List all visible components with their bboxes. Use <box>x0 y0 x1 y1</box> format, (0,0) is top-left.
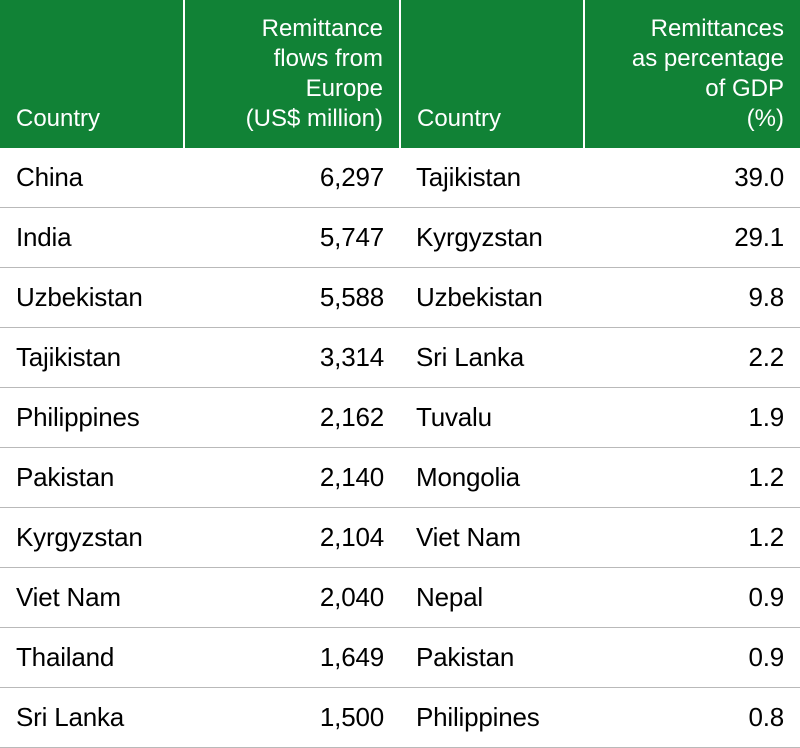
cell-value-b: 29.1 <box>584 208 800 268</box>
table-row: Pakistan 2,140 Mongolia 1.2 <box>0 448 800 508</box>
cell-country-a: Philippines <box>0 388 184 448</box>
cell-country-b: Nepal <box>400 568 584 628</box>
cell-value-b: 1.9 <box>584 388 800 448</box>
cell-value-a: 6,297 <box>184 148 400 208</box>
table-row: India 5,747 Kyrgyzstan 29.1 <box>0 208 800 268</box>
cell-country-b: Uzbekistan <box>400 268 584 328</box>
table-row: Thailand 1,649 Pakistan 0.9 <box>0 628 800 688</box>
cell-country-b: Kyrgyzstan <box>400 208 584 268</box>
header-label: Country <box>417 105 501 132</box>
table-row: Tajikistan 3,314 Sri Lanka 2.2 <box>0 328 800 388</box>
header-line: Europe <box>306 75 383 102</box>
table-row: Philippines 2,162 Tuvalu 1.9 <box>0 388 800 448</box>
cell-value-a: 2,040 <box>184 568 400 628</box>
cell-country-b: Sri Lanka <box>400 328 584 388</box>
cell-country-b: Philippines <box>400 688 584 748</box>
cell-country-a: Viet Nam <box>0 568 184 628</box>
cell-country-b: Tuvalu <box>400 388 584 448</box>
table-row: Viet Nam 2,040 Nepal 0.9 <box>0 568 800 628</box>
cell-country-a: China <box>0 148 184 208</box>
table-body: China 6,297 Tajikistan 39.0 India 5,747 … <box>0 148 800 748</box>
cell-country-b: Pakistan <box>400 628 584 688</box>
cell-country-a: Tajikistan <box>0 328 184 388</box>
cell-country-a: Thailand <box>0 628 184 688</box>
header-line: as percentage <box>632 45 784 72</box>
header-remittance-flows: Remittance flows from Europe (US$ millio… <box>184 0 400 148</box>
cell-value-a: 5,747 <box>184 208 400 268</box>
cell-value-a: 1,500 <box>184 688 400 748</box>
table-row: China 6,297 Tajikistan 39.0 <box>0 148 800 208</box>
table-row: Kyrgyzstan 2,104 Viet Nam 1.2 <box>0 508 800 568</box>
header-remittance-gdp: Remittances as percentage of GDP (%) <box>584 0 800 148</box>
remittance-table: Country Remittance flows from Europe (US… <box>0 0 800 748</box>
table-row: Uzbekistan 5,588 Uzbekistan 9.8 <box>0 268 800 328</box>
cell-value-b: 2.2 <box>584 328 800 388</box>
cell-value-b: 9.8 <box>584 268 800 328</box>
cell-country-a: India <box>0 208 184 268</box>
table-row: Sri Lanka 1,500 Philippines 0.8 <box>0 688 800 748</box>
header-country-a: Country <box>0 0 184 148</box>
cell-country-b: Viet Nam <box>400 508 584 568</box>
cell-value-a: 2,162 <box>184 388 400 448</box>
cell-value-b: 1.2 <box>584 508 800 568</box>
header-line: of GDP <box>705 75 784 102</box>
cell-country-b: Mongolia <box>400 448 584 508</box>
cell-value-a: 2,140 <box>184 448 400 508</box>
cell-country-a: Pakistan <box>0 448 184 508</box>
cell-value-a: 1,649 <box>184 628 400 688</box>
table-header-row: Country Remittance flows from Europe (US… <box>0 0 800 148</box>
cell-country-b: Tajikistan <box>400 148 584 208</box>
cell-country-a: Sri Lanka <box>0 688 184 748</box>
header-line: flows from <box>274 45 383 72</box>
header-line: Remittance <box>262 15 383 42</box>
cell-value-a: 2,104 <box>184 508 400 568</box>
cell-value-a: 3,314 <box>184 328 400 388</box>
header-country-b: Country <box>400 0 584 148</box>
cell-value-b: 0.9 <box>584 628 800 688</box>
cell-value-b: 0.9 <box>584 568 800 628</box>
cell-value-b: 1.2 <box>584 448 800 508</box>
cell-country-a: Uzbekistan <box>0 268 184 328</box>
header-line: (%) <box>747 105 784 132</box>
header-label: Country <box>16 105 100 132</box>
cell-value-b: 0.8 <box>584 688 800 748</box>
header-line: (US$ million) <box>246 105 383 132</box>
cell-value-a: 5,588 <box>184 268 400 328</box>
cell-country-a: Kyrgyzstan <box>0 508 184 568</box>
cell-value-b: 39.0 <box>584 148 800 208</box>
header-line: Remittances <box>651 15 784 42</box>
